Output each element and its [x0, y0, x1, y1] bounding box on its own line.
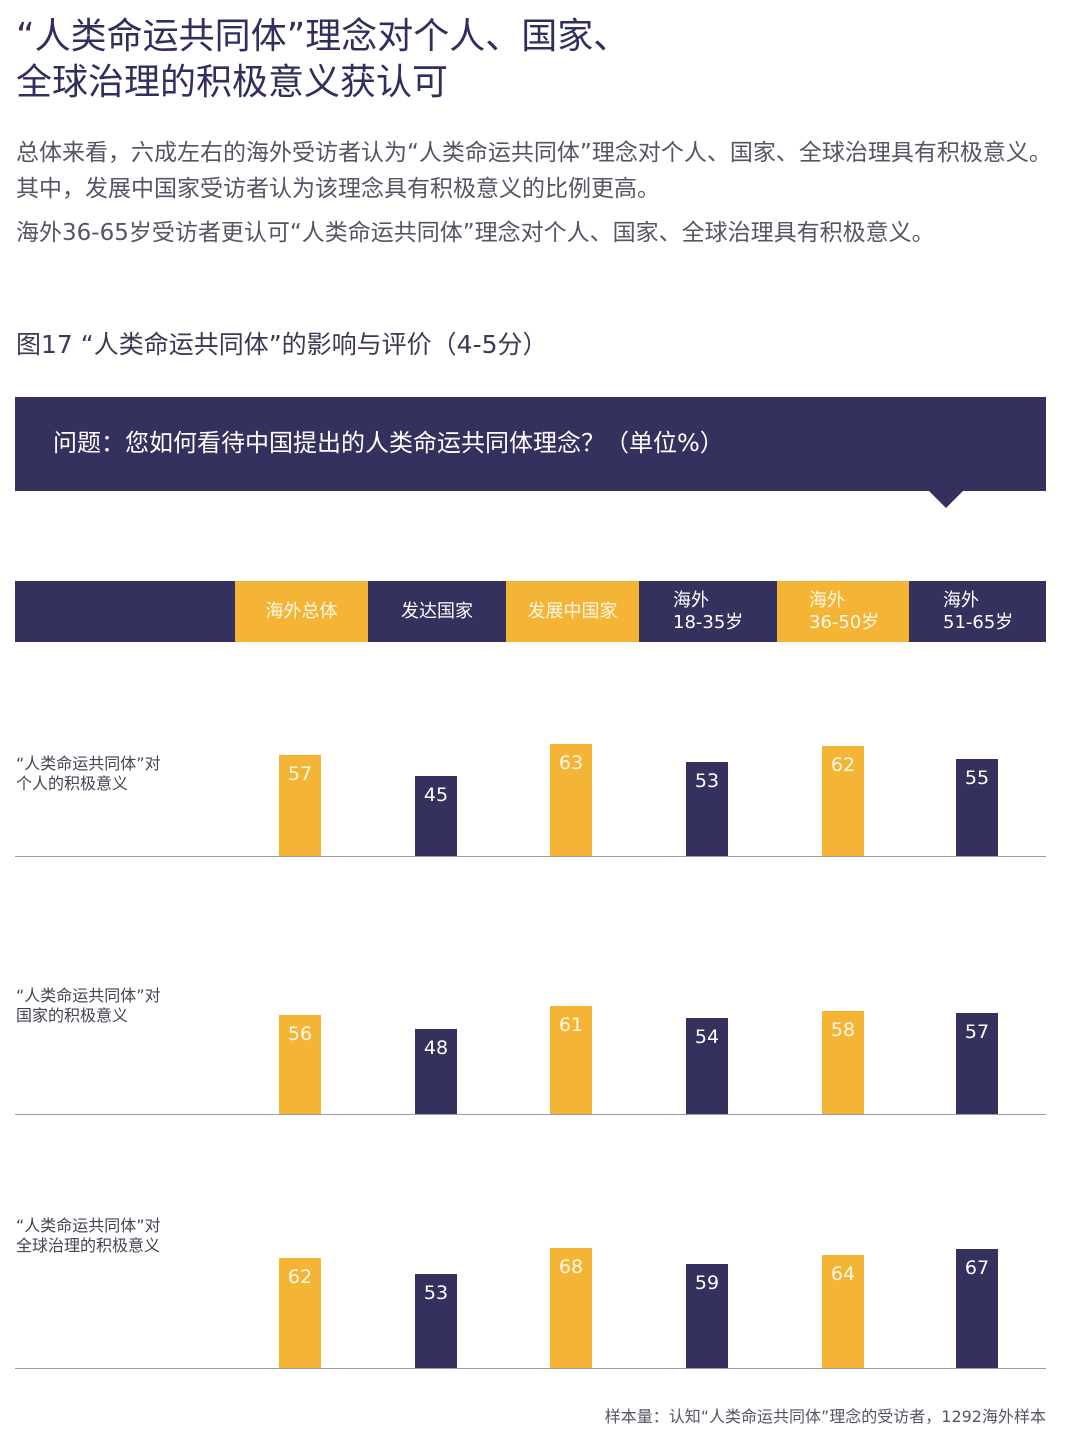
- bar: [822, 1255, 864, 1368]
- bar-value-label: 57: [287, 763, 313, 785]
- question-text: 问题：您如何看待中国提出的人类命运共同体理念？（单位%）: [53, 429, 724, 457]
- column-header: 海外 36-50岁: [777, 581, 909, 642]
- bar-value-label: 61: [558, 1014, 584, 1036]
- bar: [415, 1274, 457, 1368]
- bar-value-label: 62: [830, 754, 856, 776]
- bar: [686, 1018, 728, 1114]
- row-baseline: [15, 1368, 1046, 1369]
- column-header: 海外 18-35岁: [641, 581, 775, 642]
- row-label: “人类命运共同体”对 国家的积极意义: [16, 986, 161, 1025]
- bar: [550, 1006, 592, 1114]
- column-header: 海外 51-65岁: [911, 581, 1046, 642]
- bar-value-label: 63: [558, 752, 584, 774]
- bar: [956, 1249, 998, 1368]
- page-title: “人类命运共同体”理念对个人、国家、 全球治理的积极意义获认可: [16, 14, 1016, 106]
- bar-value-label: 59: [694, 1272, 720, 1294]
- bar-value-label: 58: [830, 1019, 856, 1041]
- bar: [279, 1258, 321, 1368]
- bar: [279, 1015, 321, 1114]
- bar: [550, 1248, 592, 1368]
- question-pointer: [929, 491, 963, 508]
- chart-header-row: 海外总体 发达国家 发展中国家 海外 18-35岁 海外 36-50岁 海外 51-65岁: [15, 581, 1046, 642]
- row-baseline: [15, 856, 1046, 857]
- column-header: 海外总体: [235, 581, 368, 642]
- row-label: “人类命运共同体”对 个人的积极意义: [16, 754, 161, 793]
- intro-paragraph-2: 海外36-65岁受访者更认可“人类命运共同体”理念对个人、国家、全球治理具有积极…: [16, 220, 935, 246]
- bar-value-label: 45: [423, 784, 449, 806]
- bar: [956, 759, 998, 856]
- intro-paragraph-1: 总体来看，六成左右的海外受访者认为“人类命运共同体”理念对个人、国家、全球治理具…: [16, 140, 1052, 202]
- bar-value-label: 48: [423, 1037, 449, 1059]
- bar-value-label: 54: [694, 1026, 720, 1048]
- bar-value-label: 64: [830, 1263, 856, 1285]
- column-header: 发展中国家: [506, 581, 639, 642]
- row-label: “人类命运共同体”对 全球治理的积极意义: [16, 1216, 161, 1255]
- bar: [279, 755, 321, 856]
- column-header: 发达国家: [370, 581, 504, 642]
- bar-value-label: 55: [964, 767, 990, 789]
- bar-value-label: 53: [694, 770, 720, 792]
- bar: [956, 1013, 998, 1114]
- sample-footnote: 样本量：认知“人类命运共同体”理念的受访者，1292海外样本: [604, 1407, 1046, 1426]
- bar-value-label: 57: [964, 1021, 990, 1043]
- bar: [415, 776, 457, 856]
- title-line-2: 全球治理的积极意义获认可: [16, 62, 449, 103]
- bar-value-label: 56: [287, 1023, 313, 1045]
- bar-value-label: 62: [287, 1266, 313, 1288]
- title-line-1: “人类命运共同体”理念对个人、国家、: [16, 16, 630, 57]
- bar-value-label: 53: [423, 1282, 449, 1304]
- figure-caption: 图17 “人类命运共同体”的影响与评价（4-5分）: [16, 330, 548, 359]
- bar-value-label: 68: [558, 1256, 584, 1278]
- bar: [686, 1264, 728, 1368]
- bar: [415, 1029, 457, 1114]
- bar: [822, 746, 864, 856]
- bar-value-label: 67: [964, 1257, 990, 1279]
- bar: [822, 1011, 864, 1114]
- bar: [686, 762, 728, 856]
- bar: [550, 744, 592, 856]
- row-baseline: [15, 1114, 1046, 1115]
- question-banner: 问题：您如何看待中国提出的人类命运共同体理念？（单位%）: [15, 397, 1046, 491]
